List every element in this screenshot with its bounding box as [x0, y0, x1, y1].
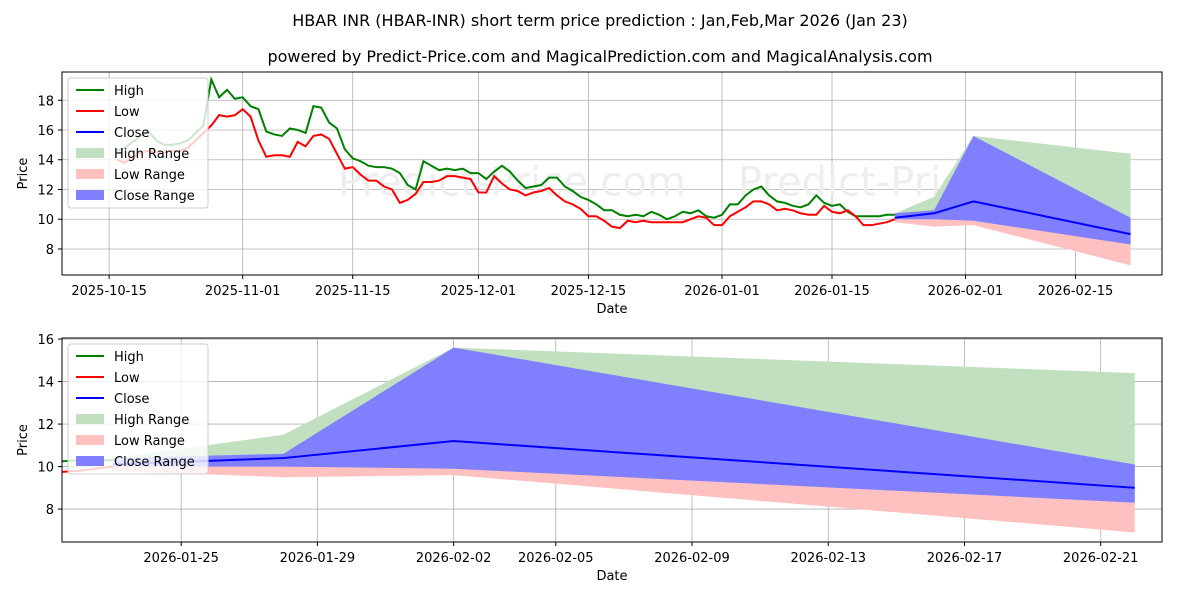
y-tick-label: 12 [37, 418, 54, 433]
legend-label: High [114, 350, 144, 365]
x-axis-label: Date [596, 302, 627, 317]
x-tick-label: 2026-02-02 [416, 551, 492, 566]
legend-label: Close [114, 126, 149, 141]
x-tick-label: 2025-10-15 [71, 284, 147, 299]
x-tick-label: 2026-02-17 [927, 551, 1003, 566]
y-axis-label: Price [16, 158, 31, 190]
plot-area [116, 75, 1131, 266]
x-tick-label: 2025-11-01 [205, 284, 281, 299]
y-tick-label: 10 [37, 213, 54, 228]
x-axis-label: Date [596, 569, 627, 584]
plot-area [62, 347, 1135, 533]
legend-patch-low-range [76, 435, 104, 445]
legend-label: Low Range [114, 434, 185, 449]
axes-frame [61, 71, 1163, 276]
close-range-area [113, 347, 1135, 503]
legend-patch-close-range [76, 190, 104, 200]
x-tick-label: 2026-02-05 [518, 551, 594, 566]
legend-label: Close [114, 392, 149, 407]
y-tick-label: 14 [37, 376, 54, 391]
bottom-chart: 2026-01-25 2026-01-29 2026-02-02 2026-02-05… [16, 333, 1163, 584]
legend: High Low Close High Range Low Range Close Ran… [67, 77, 209, 209]
close-range-area [894, 135, 1131, 245]
legend-label: Close Range [114, 189, 195, 204]
high-line [116, 75, 895, 221]
watermark: Predict-Price.com [338, 160, 686, 206]
x-tick-label: 2026-01-15 [794, 284, 870, 299]
legend-patch-low-range [76, 169, 104, 179]
chart-subtitle: powered by Predict-Price.com and Magical… [267, 47, 932, 66]
x-tick-label: 2026-02-15 [1038, 284, 1114, 299]
legend: High Low Close High Range Low Range Close Ran… [67, 343, 209, 475]
y-tick-label: 16 [37, 333, 54, 348]
low-range-area [894, 219, 1131, 266]
legend-label: High Range [114, 413, 189, 428]
legend-patch-high-range [76, 414, 104, 424]
y-tick-label: 8 [46, 243, 54, 258]
y-tick-label: 8 [46, 503, 54, 518]
x-tick-label: 2025-12-15 [551, 284, 627, 299]
legend-label: Close Range [114, 455, 195, 470]
y-axis-label: Price [16, 424, 31, 456]
y-tick-label: 10 [37, 461, 54, 476]
legend-label: High Range [114, 147, 189, 162]
low-range-area [113, 466, 1135, 533]
low-line [116, 107, 896, 230]
x-tick-label: 2026-01-01 [684, 284, 760, 299]
legend-label: Low [114, 371, 140, 386]
legend-patch-close-range [76, 456, 104, 466]
x-tick-label: 2026-02-09 [654, 551, 730, 566]
legend-label: Low [114, 105, 140, 120]
x-tick-label: 2026-02-21 [1063, 551, 1139, 566]
y-tick-label: 14 [37, 154, 54, 169]
x-tick-label: 2026-02-01 [928, 284, 1004, 299]
legend-patch-high-range [76, 148, 104, 158]
top-chart: 2025-10-15 2025-11-01 2025-11-15 2025-12-01… [16, 71, 1163, 317]
legend-label: High [114, 84, 144, 99]
chart-title: HBAR INR (HBAR-INR) short term price pre… [292, 11, 907, 30]
x-tick-label: 2026-02-13 [790, 551, 866, 566]
x-tick-label: 2025-12-01 [441, 284, 517, 299]
x-tick-label: 2026-01-25 [143, 551, 219, 566]
x-tick-label: 2026-01-29 [280, 551, 356, 566]
y-tick-label: 12 [37, 183, 54, 198]
y-tick-label: 18 [37, 94, 54, 109]
x-tick-label: 2025-11-15 [315, 284, 391, 299]
y-tick-label: 16 [37, 124, 54, 139]
legend-label: Low Range [114, 168, 185, 183]
close-line [894, 200, 1131, 236]
axes-frame [61, 337, 1163, 543]
